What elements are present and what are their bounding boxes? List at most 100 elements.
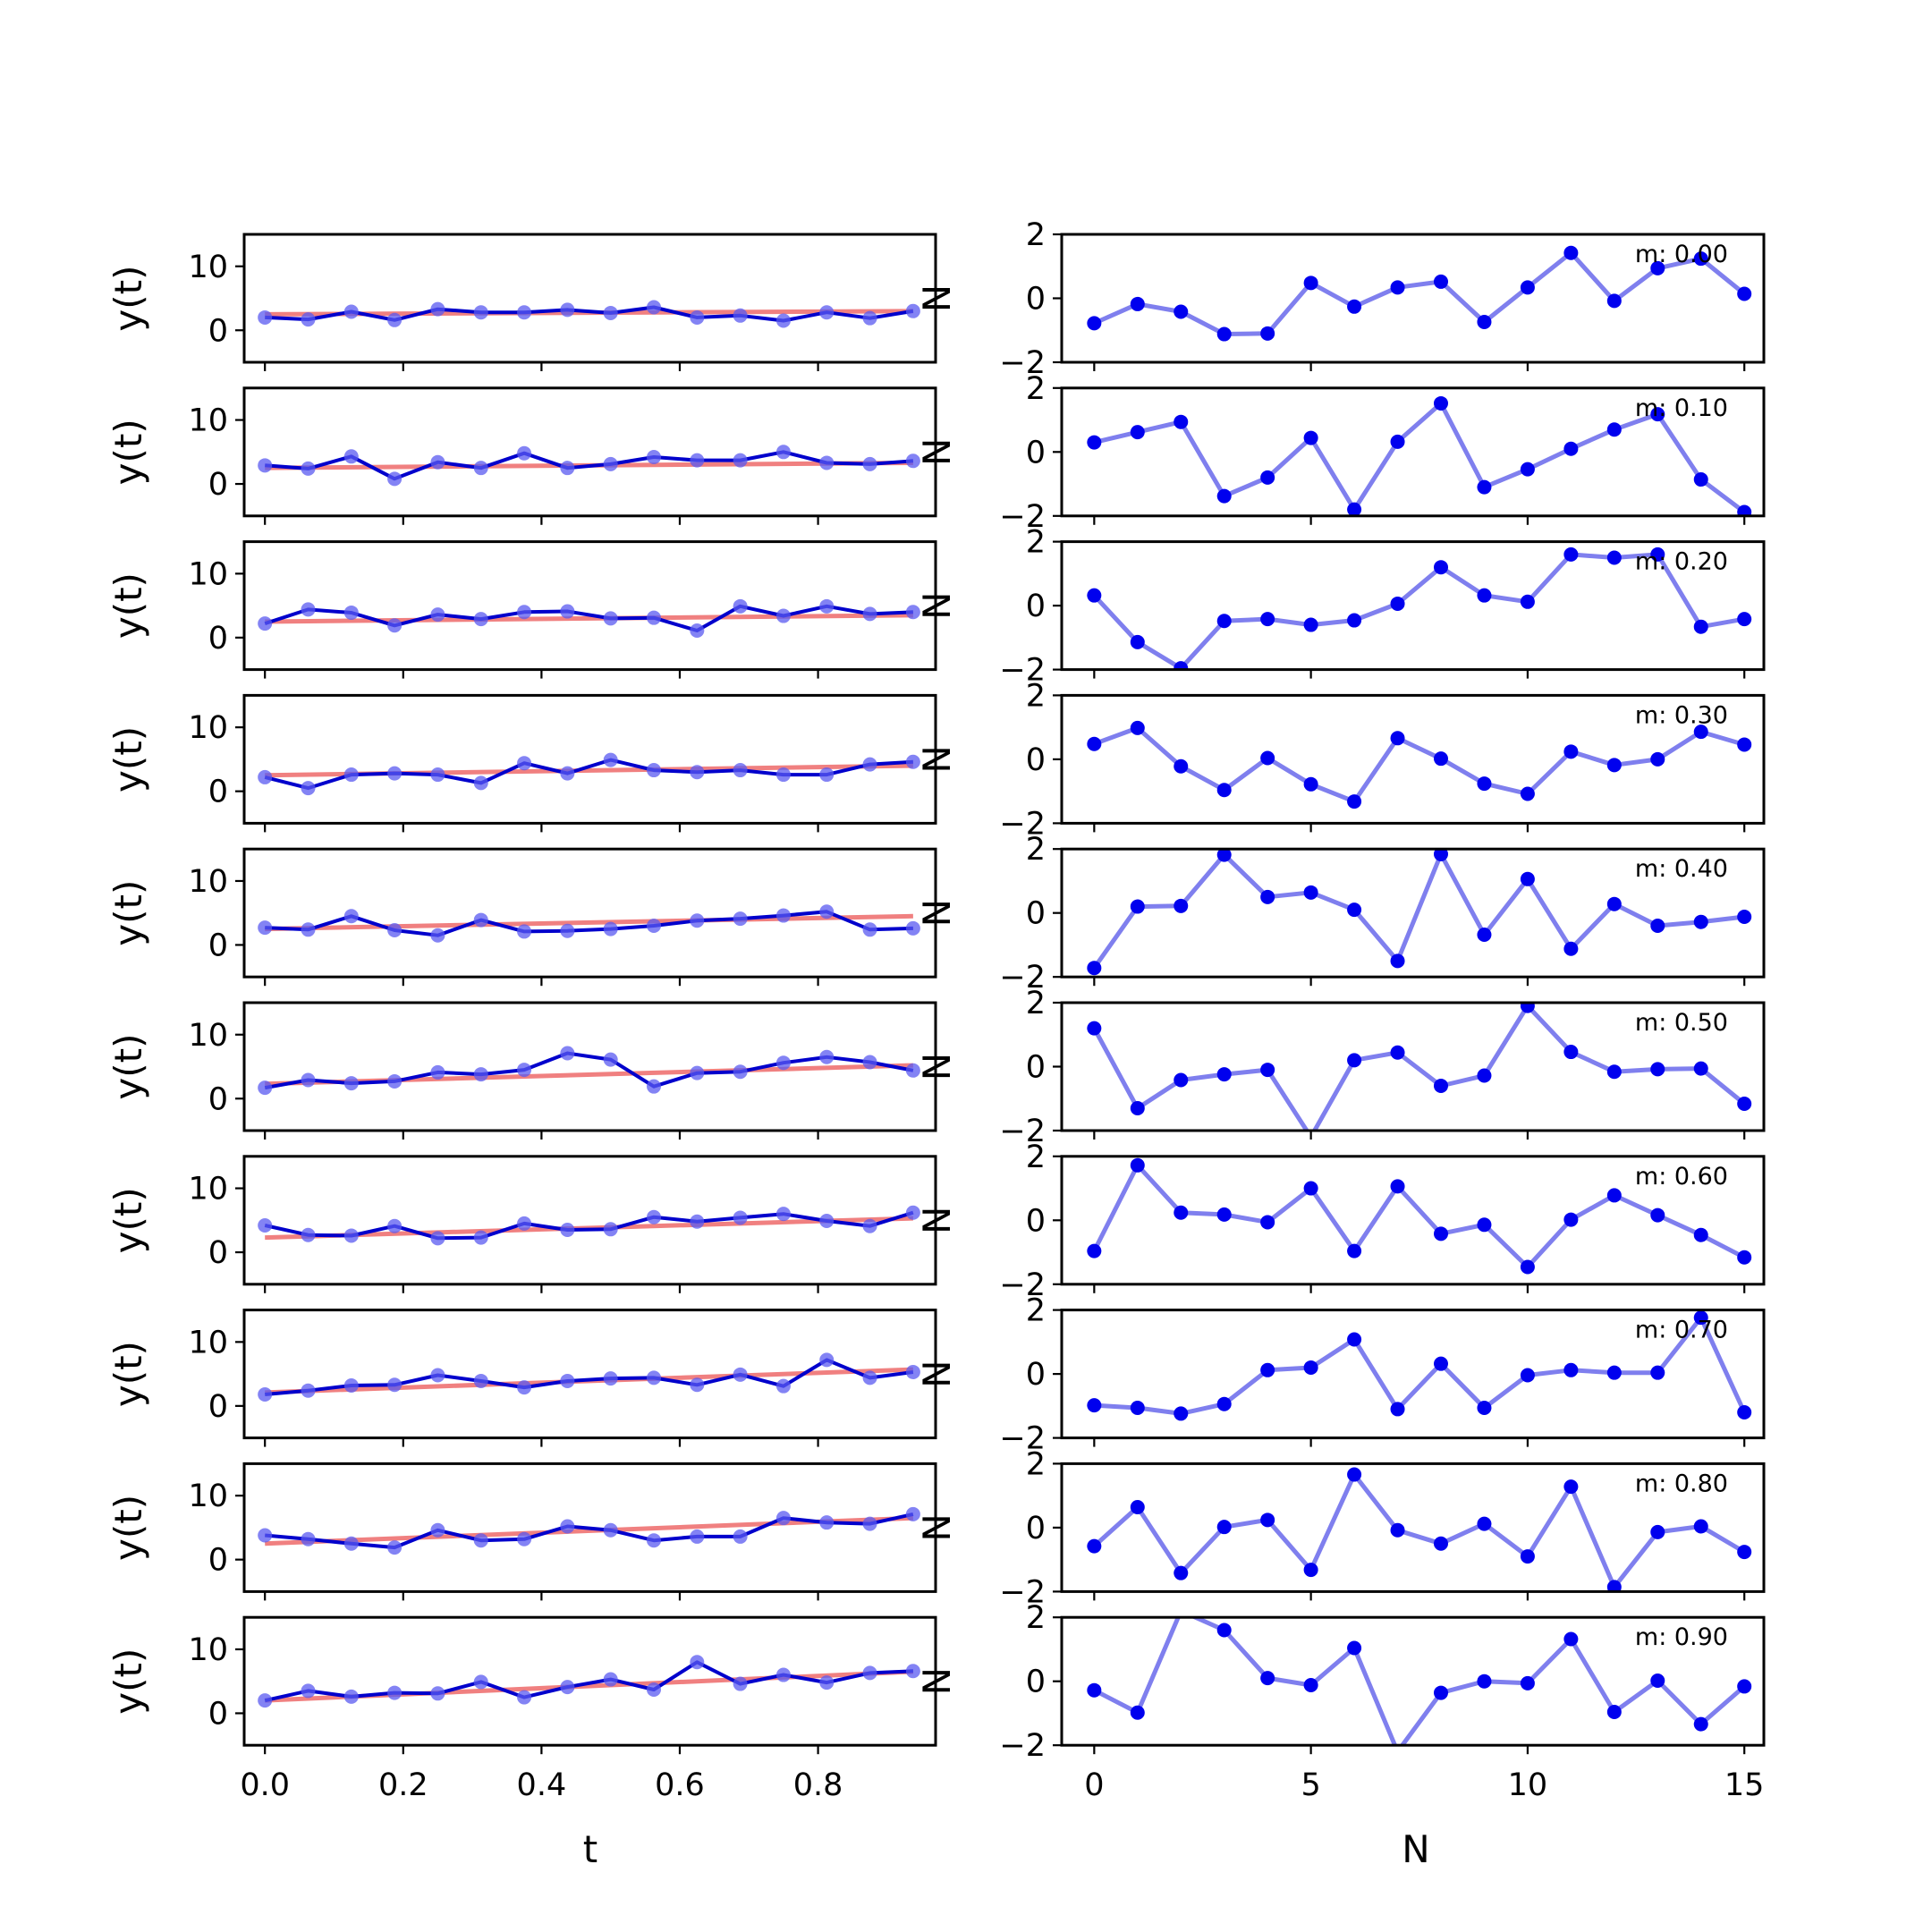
residual-point (1130, 1400, 1145, 1415)
residual-point (1693, 1061, 1708, 1076)
left-panel: 0 10 y(t) (106, 386, 937, 525)
y-tick-label: 2 (1026, 1140, 1046, 1175)
x-tick-label: 0.0 (240, 1767, 290, 1803)
data-point (647, 610, 662, 625)
right-panel-plot-area (1087, 1310, 1752, 1421)
data-point (430, 1686, 445, 1701)
data-series-line (265, 1512, 914, 1550)
right-y-axis-label: N (915, 1667, 959, 1695)
y-tick-label: 0 (1026, 742, 1046, 778)
left-panel-plot-area (258, 904, 920, 943)
data-point (301, 922, 316, 937)
residual-point (1606, 1064, 1622, 1080)
slope-annotation: m: 0.40 (1635, 855, 1728, 883)
left-panel: 0 10 y(t) (106, 1155, 937, 1293)
data-series-line (265, 305, 914, 323)
residual-point (1520, 1259, 1535, 1275)
residual-point (1563, 1631, 1579, 1647)
left-panel: 0 10 y(t) (106, 1309, 937, 1447)
y-tick-label: 0 (208, 1543, 228, 1579)
residual-point (1174, 758, 1189, 774)
data-point (690, 913, 705, 928)
data-point (258, 616, 273, 631)
data-point (603, 1672, 618, 1687)
data-point (647, 300, 662, 315)
residual-point (1737, 1545, 1752, 1560)
residual-point (1650, 407, 1665, 422)
data-point (690, 453, 705, 468)
data-point (430, 767, 445, 783)
data-series-line (264, 758, 914, 791)
residual-point (1390, 1522, 1405, 1538)
residual-point (1347, 1053, 1362, 1068)
data-point (647, 450, 662, 465)
data-point (387, 471, 402, 487)
residual-point (1433, 560, 1448, 575)
data-point (733, 1210, 748, 1225)
x-tick-label: 0.6 (655, 1767, 705, 1803)
residual-point (1174, 1072, 1189, 1088)
right-y-axis-label: N (915, 1360, 959, 1387)
y-tick-label: −2 (999, 1574, 1046, 1610)
data-point (517, 924, 532, 939)
data-point (690, 1065, 705, 1080)
residual-point (1650, 751, 1665, 767)
left-y-axis-label: y(t) (106, 726, 150, 792)
slope-annotation: m: 0.10 (1635, 394, 1728, 422)
right-x-axis-label: N (1402, 1827, 1429, 1871)
right-panel-plot-area (1087, 547, 1752, 670)
residual-point (1347, 1243, 1362, 1258)
y-tick-label: 2 (1026, 832, 1046, 868)
residual-series-line (1093, 401, 1746, 514)
residual-point (1303, 430, 1318, 445)
residual-point (1520, 1368, 1535, 1383)
left-y-axis-label: y(t) (106, 572, 150, 639)
left-panel-plot-area (258, 1205, 920, 1246)
right-panel: −2 0 2 m: 0.40 N (915, 832, 1766, 996)
left-panel-plot-area (258, 445, 920, 487)
data-point (775, 1055, 791, 1071)
data-point (905, 1506, 920, 1521)
residual-point (1347, 1332, 1362, 1347)
y-tick-label: −2 (999, 1421, 1046, 1457)
data-point (473, 1230, 488, 1245)
residual-point (1130, 1705, 1145, 1720)
data-point (733, 598, 748, 614)
data-point (258, 1386, 273, 1402)
y-tick-label: 0 (208, 1235, 228, 1271)
residual-point (1693, 1716, 1708, 1732)
data-point (733, 1529, 748, 1544)
right-y-axis-label: N (915, 1053, 959, 1080)
residual-series-line (1093, 725, 1745, 804)
residual-point (1477, 928, 1492, 943)
residual-series-line (1092, 552, 1745, 670)
data-point (862, 606, 877, 622)
residual-point (1737, 286, 1752, 301)
residual-point (1606, 1705, 1622, 1720)
data-point (430, 607, 445, 623)
right-column-plots: −2 0 2 m: 0.00 N −2 0 2 m: 0.10 N −2 0 2 m: 0.20 N −2 0 2… (915, 217, 1766, 1803)
data-point (387, 1218, 402, 1233)
y-tick-label: −2 (999, 1114, 1046, 1149)
data-point (560, 1223, 575, 1238)
left-panel: 0 10 y(t) (106, 233, 937, 371)
right-y-axis-label: N (915, 899, 959, 927)
residual-point (1520, 280, 1535, 295)
left-panel: 0 10 y(t) (106, 1462, 937, 1601)
right-y-axis-label: N (915, 745, 959, 773)
data-point (387, 923, 402, 938)
y-tick-label: 10 (188, 403, 228, 439)
residual-point (1433, 849, 1448, 861)
residual-point (1216, 488, 1232, 504)
data-point (862, 1665, 877, 1681)
data-point (473, 1067, 488, 1082)
data-point (862, 310, 877, 326)
right-panel: −2 0 2 0 5 10 15 m: 0.90 N (915, 1600, 1766, 1803)
data-point (905, 453, 920, 469)
left-panel: 0 10 0.0 0.2 0.4 0.6 0.8 y(t) (106, 1615, 937, 1803)
y-tick-label: −2 (999, 806, 1046, 842)
right-panel-plot-area (1087, 1003, 1752, 1131)
y-tick-label: 0 (208, 313, 228, 349)
y-tick-label: 0 (208, 775, 228, 810)
residual-point (1130, 296, 1145, 311)
